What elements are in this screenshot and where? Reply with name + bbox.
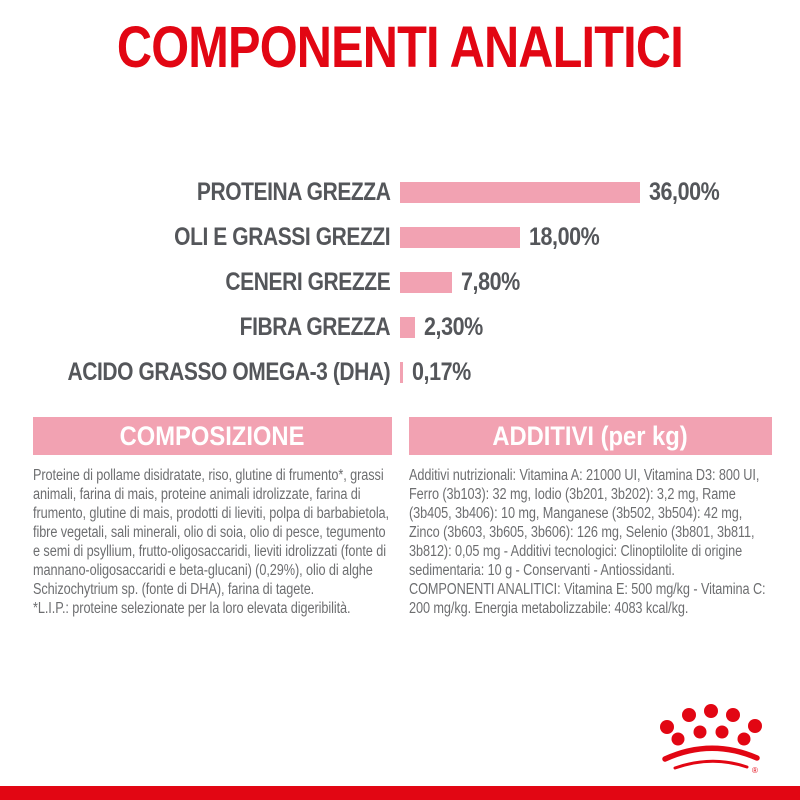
section-header-additivi-label: ADDITIVI (per kg)	[492, 421, 689, 451]
chart-bar	[400, 182, 640, 203]
page-title: COMPONENTI ANALITICI	[0, 16, 800, 80]
chart-row: OLI E GRASSI GREZZI 18,00%	[0, 223, 800, 251]
page-title-text: COMPONENTI ANALITICI	[116, 15, 684, 80]
composizione-footnote: *L.I.P.: proteine selezionate per la lor…	[33, 600, 351, 617]
chart-bar	[400, 317, 416, 338]
analytical-components-bar-chart: PROTEINA GREZZA 36,00% OLI E GRASSI GREZZI…	[0, 178, 800, 407]
chart-row: PROTEINA GREZZA 36,00%	[0, 178, 800, 206]
chart-row: ACIDO GRASSO OMEGA-3 (DHA) 0,17%	[0, 358, 800, 386]
section-header-composizione-label: COMPOSIZIONE	[120, 421, 305, 451]
chart-category-label: OLI E GRASSI GREZZI	[173, 223, 390, 251]
section-header-composizione: COMPOSIZIONE	[33, 417, 392, 455]
section-header-additivi: ADDITIVI (per kg)	[409, 417, 772, 455]
chart-category-label: FIBRA GREZZA	[239, 313, 390, 341]
crown-upper-arc	[662, 745, 760, 762]
chart-bar	[400, 227, 520, 248]
chart-category-label: CENERI GREZZE	[225, 268, 390, 296]
chart-value-label: 0,17%	[411, 358, 471, 386]
composizione-text-block: Proteine di pollame disidratate, riso, g…	[33, 466, 395, 618]
chart-row: FIBRA GREZZA 2,30%	[0, 313, 800, 341]
chart-value-label: 7,80%	[461, 268, 520, 296]
bottom-brand-stripe	[0, 786, 800, 800]
chart-bar	[400, 272, 452, 293]
chart-value-label: 36,00%	[649, 178, 720, 206]
crown-lower-arc	[673, 759, 749, 770]
chart-bar	[400, 362, 403, 383]
chart-category-label: ACIDO GRASSO OMEGA-3 (DHA)	[67, 358, 390, 386]
additivi-text-block: Additivi nutrizionali: Vitamina A: 21000…	[409, 466, 776, 618]
registered-trademark-icon: ®	[752, 766, 758, 775]
additivi-body: Additivi nutrizionali: Vitamina A: 21000…	[409, 467, 760, 579]
additivi-componenti-analitici: COMPONENTI ANALITICI: Vitamina E: 500 mg…	[409, 581, 766, 617]
composizione-body: Proteine di pollame disidratate, riso, g…	[33, 467, 389, 598]
chart-row: CENERI GREZZE 7,80%	[0, 268, 800, 296]
chart-category-label: PROTEINA GREZZA	[196, 178, 390, 206]
chart-value-label: 18,00%	[529, 223, 600, 251]
royal-canin-crown-logo: ®	[660, 704, 762, 775]
chart-value-label: 2,30%	[424, 313, 484, 341]
